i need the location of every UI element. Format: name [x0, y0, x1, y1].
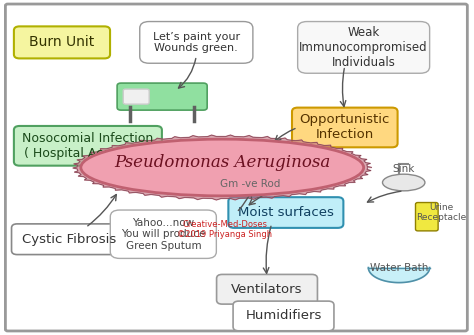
Text: Moist surfaces: Moist surfaces [238, 206, 334, 219]
Circle shape [377, 26, 385, 32]
FancyBboxPatch shape [416, 203, 438, 231]
FancyBboxPatch shape [233, 301, 334, 331]
Text: Sink: Sink [392, 164, 415, 174]
Circle shape [155, 32, 161, 36]
FancyBboxPatch shape [298, 21, 429, 73]
Text: Humidifiers: Humidifiers [246, 310, 322, 323]
Text: Ventilators: Ventilators [231, 283, 303, 296]
Circle shape [342, 63, 350, 68]
FancyBboxPatch shape [14, 126, 162, 166]
Circle shape [232, 32, 237, 36]
FancyBboxPatch shape [5, 4, 467, 331]
FancyBboxPatch shape [110, 210, 216, 258]
FancyBboxPatch shape [292, 108, 398, 147]
Circle shape [173, 249, 180, 253]
FancyBboxPatch shape [14, 26, 110, 58]
Circle shape [179, 27, 184, 31]
FancyBboxPatch shape [217, 274, 318, 304]
Circle shape [377, 63, 385, 68]
Text: Urine
Receptacle: Urine Receptacle [416, 203, 466, 222]
Circle shape [125, 221, 131, 226]
Text: Nosocomial Infection
( Hospital Acquired ): Nosocomial Infection ( Hospital Acquired… [22, 132, 154, 160]
Ellipse shape [383, 174, 425, 191]
FancyBboxPatch shape [140, 21, 253, 63]
Text: Burn Unit: Burn Unit [29, 36, 95, 49]
Circle shape [232, 49, 237, 53]
Circle shape [146, 249, 153, 253]
Polygon shape [73, 135, 372, 200]
Text: Weak
Immunocompromised
Individuals: Weak Immunocompromised Individuals [300, 26, 428, 69]
Text: Creative-Med-Doses
©2019 Priyanga Singh: Creative-Med-Doses ©2019 Priyanga Singh [177, 219, 272, 239]
Text: Gm -ve Rod: Gm -ve Rod [220, 179, 281, 189]
Circle shape [314, 56, 322, 61]
Circle shape [173, 215, 180, 220]
Circle shape [146, 215, 153, 220]
Circle shape [208, 54, 214, 58]
Circle shape [303, 45, 311, 50]
Polygon shape [368, 268, 429, 283]
Circle shape [116, 232, 123, 237]
Circle shape [125, 242, 131, 247]
Circle shape [195, 242, 202, 247]
Circle shape [179, 54, 184, 58]
FancyBboxPatch shape [117, 83, 207, 110]
Circle shape [208, 27, 214, 31]
Circle shape [195, 221, 202, 226]
Circle shape [203, 232, 210, 237]
Text: Yahoo...now
You will produce
Green Sputum: Yahoo...now You will produce Green Sputu… [121, 218, 206, 251]
Circle shape [146, 41, 152, 44]
Circle shape [406, 34, 413, 39]
Circle shape [417, 45, 424, 50]
Circle shape [342, 26, 350, 32]
Text: Water Bath: Water Bath [370, 263, 428, 273]
Circle shape [155, 49, 161, 53]
Ellipse shape [81, 139, 364, 196]
Circle shape [406, 56, 413, 61]
Text: Opportunistic
Infection: Opportunistic Infection [300, 114, 390, 141]
FancyBboxPatch shape [11, 224, 127, 255]
Text: Let’s paint your
Wounds green.: Let’s paint your Wounds green. [153, 31, 240, 53]
Circle shape [314, 34, 322, 39]
Circle shape [241, 41, 246, 44]
Text: Cystic Fibrosis: Cystic Fibrosis [22, 233, 116, 246]
Text: Pseudomonas Aeruginosa: Pseudomonas Aeruginosa [114, 154, 330, 171]
FancyBboxPatch shape [123, 89, 149, 104]
FancyBboxPatch shape [228, 197, 343, 228]
